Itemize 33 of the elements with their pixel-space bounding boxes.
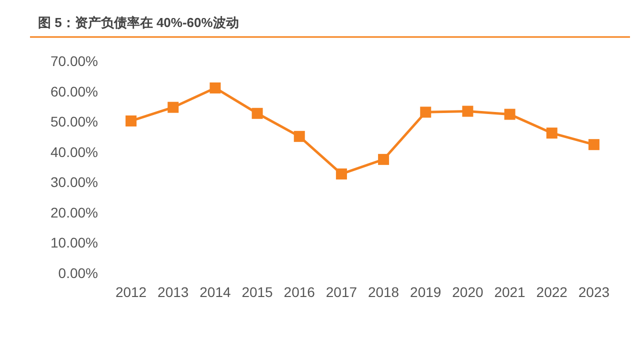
x-tick-label: 2022: [536, 284, 568, 300]
y-tick-label: 10.00%: [50, 234, 98, 251]
y-tick-label: 0.00%: [58, 265, 98, 281]
x-tick-label: 2014: [200, 284, 231, 300]
y-tick-label: 60.00%: [50, 83, 98, 100]
point: [378, 154, 390, 165]
x-tick-label: 2016: [284, 284, 316, 300]
point: [504, 108, 516, 120]
point: [420, 106, 432, 118]
point: [168, 102, 179, 113]
chart-title: 图 5：资产负债率在 40%-60%波动: [38, 15, 239, 30]
x-tick-label: 2018: [368, 284, 400, 300]
x-tick-label: 2017: [326, 284, 358, 300]
y-tick-label: 30.00%: [50, 174, 98, 190]
x-tick-label: 2013: [158, 284, 189, 300]
y-tick-label: 70.00%: [50, 53, 98, 69]
point: [126, 115, 137, 126]
point: [210, 82, 221, 94]
x-tick-label: 2023: [578, 284, 610, 300]
point: [546, 128, 558, 139]
x-tick-label: 2019: [410, 284, 442, 300]
y-tick-label: 50.00%: [50, 114, 98, 130]
point: [588, 139, 600, 150]
x-tick-label: 2021: [494, 284, 526, 300]
x-tick-label: 2020: [452, 284, 484, 300]
y-tick-label: 20.00%: [50, 204, 98, 220]
y-tick-label: 40.00%: [50, 144, 98, 160]
x-tick-label: 2012: [115, 284, 147, 300]
x-tick-label: 2015: [242, 284, 274, 300]
point: [252, 108, 263, 119]
point: [294, 130, 305, 142]
point: [336, 168, 347, 180]
point: [462, 106, 474, 117]
